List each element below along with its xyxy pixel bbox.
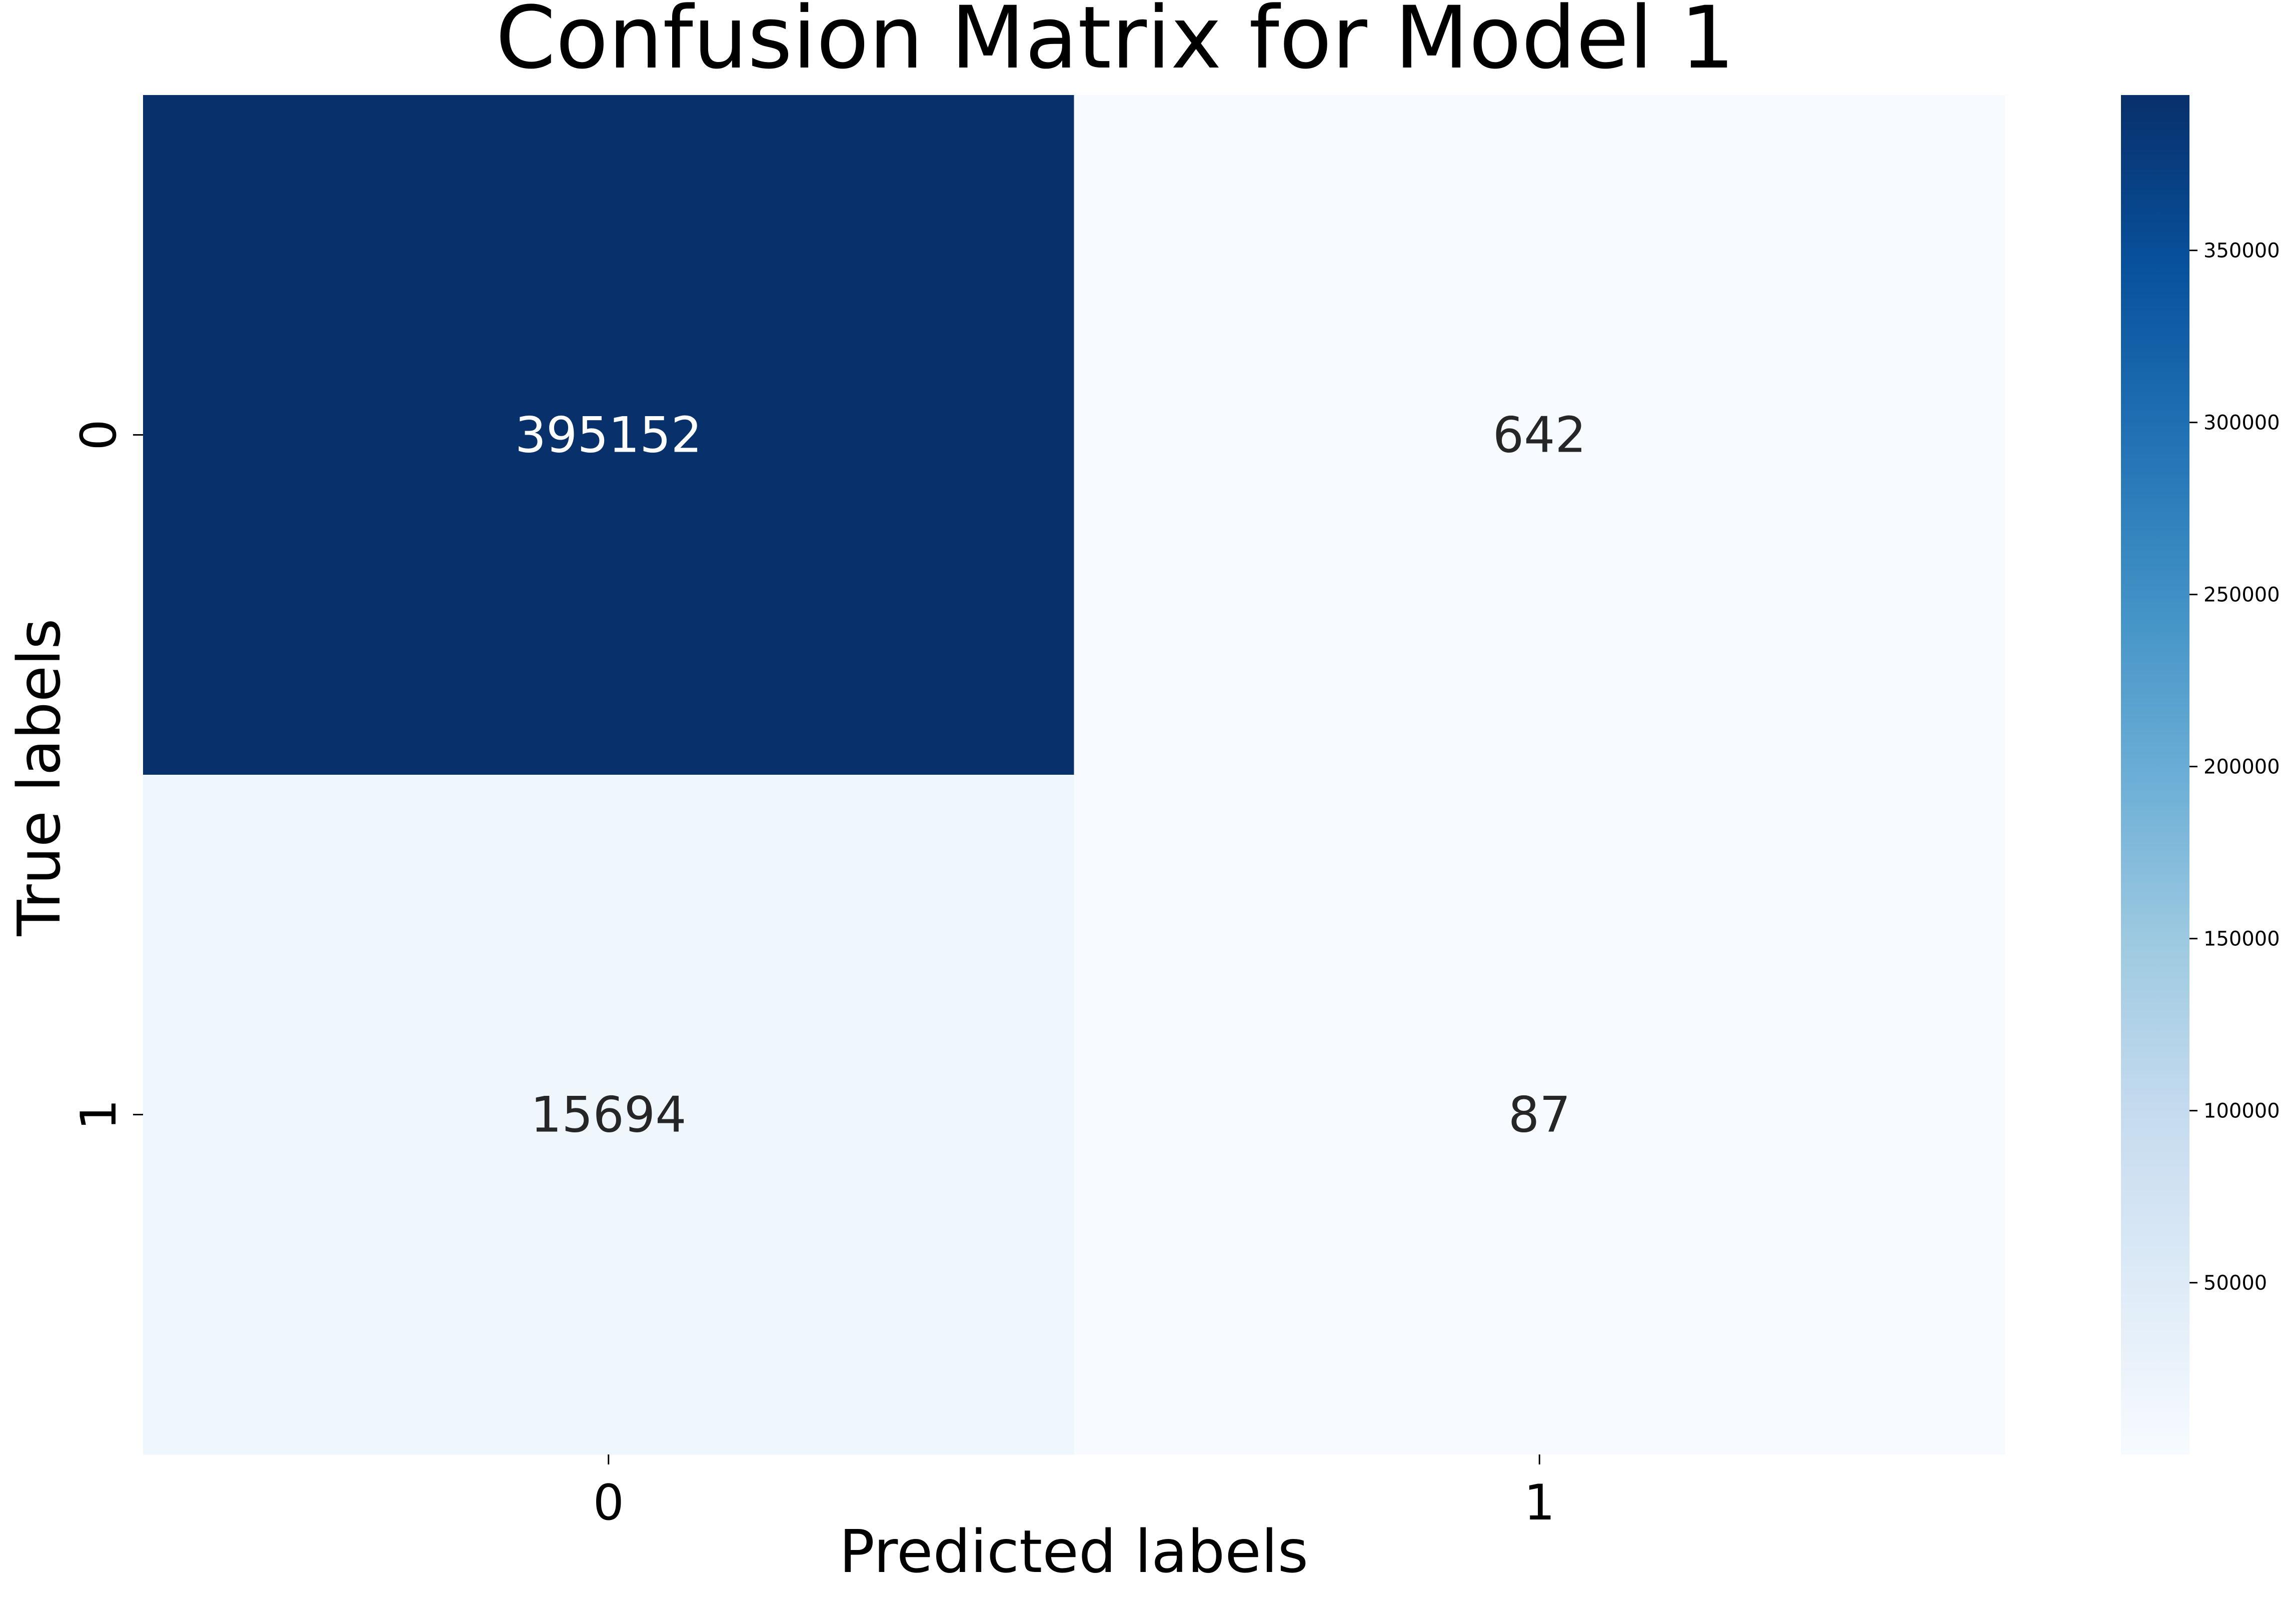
y-axis-label: True labels — [5, 619, 74, 937]
colorbar-tick-label: 250000 — [2203, 584, 2280, 607]
colorbar-tick-label: 50000 — [2203, 1272, 2267, 1295]
x-tick-label: 0 — [593, 1474, 624, 1531]
heatmap-cells — [143, 95, 2005, 1455]
cell-labels: 395152 642 15694 87 — [515, 407, 1586, 1144]
cell-value-label: 87 — [1508, 1087, 1571, 1144]
x-axis-label: Predicted labels — [839, 1517, 1308, 1586]
colorbar-tick-label: 150000 — [2203, 928, 2280, 951]
heatmap-cell — [143, 95, 1074, 775]
colorbar-tick-label: 200000 — [2203, 756, 2280, 779]
heatmap-cell — [1074, 95, 2005, 775]
y-tick-label: 0 — [71, 419, 128, 450]
colorbar-gradient — [2121, 95, 2189, 1454]
y-tick-label: 1 — [71, 1099, 128, 1130]
cell-value-label: 642 — [1493, 407, 1586, 464]
colorbar-tick-label: 100000 — [2203, 1100, 2280, 1123]
chart-title: Confusion Matrix for Model 1 — [496, 0, 1735, 88]
cell-value-label: 15694 — [531, 1087, 687, 1144]
heatmap-cell — [1074, 775, 2005, 1455]
colorbar-tick-label: 350000 — [2203, 240, 2280, 263]
cell-value-label: 395152 — [515, 407, 702, 464]
heatmap-cell — [143, 775, 1074, 1455]
y-axis: 01 — [71, 419, 143, 1130]
colorbar-tick-label: 300000 — [2203, 412, 2280, 435]
x-tick-label: 1 — [1524, 1474, 1555, 1531]
colorbar: 50000 100000 150000 200000 250000 300000 35000… — [2121, 95, 2280, 1454]
